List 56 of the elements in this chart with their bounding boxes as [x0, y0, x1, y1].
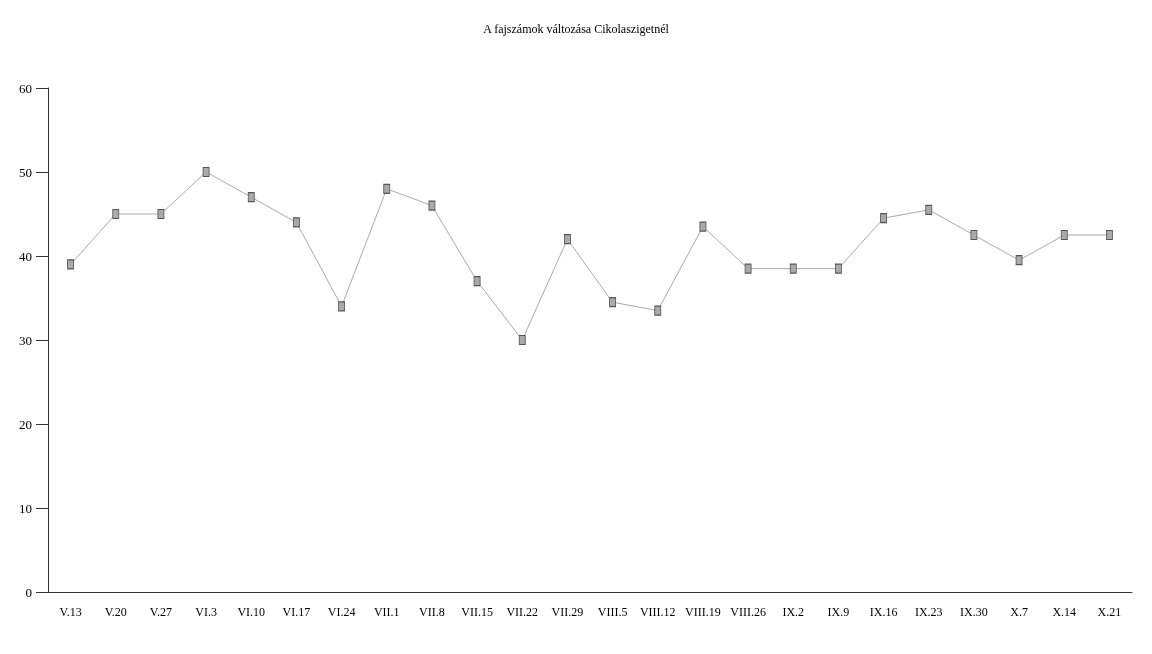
- x-tick-label: VII.29: [551, 605, 584, 619]
- point: [157, 209, 165, 219]
- x-tick-label: VIII.12: [639, 605, 676, 619]
- point: [789, 263, 797, 274]
- y-tick-label: 10: [19, 500, 32, 516]
- x-tick-label: IX.23: [914, 605, 943, 619]
- point: [1060, 230, 1068, 240]
- x-tick-label: IX.9: [827, 605, 850, 619]
- point: [383, 183, 391, 194]
- point: [1015, 255, 1023, 266]
- point: [428, 200, 436, 211]
- point: [744, 263, 752, 274]
- y-tick-label: 20: [19, 416, 32, 432]
- x-tick-label: V.27: [149, 605, 172, 619]
- point: [112, 209, 120, 219]
- y-tick-label: 40: [19, 248, 32, 264]
- point: [247, 192, 255, 203]
- chart-title: A fajszámok változása Cikolaszigetnél: [483, 22, 670, 36]
- x-tick-label: VI.3: [195, 605, 217, 619]
- x-tick-label: IX.30: [960, 605, 988, 619]
- point: [563, 234, 571, 245]
- point: [473, 276, 481, 287]
- y-tick-label: 60: [19, 80, 32, 96]
- x-tick-label: VI.10: [237, 605, 266, 619]
- x-tick-label: X.7: [1010, 605, 1028, 619]
- point: [67, 259, 75, 270]
- x-tick-label: V.20: [104, 605, 127, 619]
- point: [202, 167, 210, 177]
- x-tick-label: IX.16: [869, 605, 898, 619]
- x-tick-label: X.21: [1097, 605, 1122, 619]
- x-tick-label: VIII.19: [685, 605, 721, 619]
- x-tick-label: VII.15: [461, 605, 493, 619]
- point: [654, 305, 662, 316]
- x-tick-label: X.14: [1052, 605, 1077, 619]
- point: [1105, 230, 1113, 240]
- y-tick-label: 0: [25, 584, 32, 600]
- x-tick-label: VI.24: [327, 605, 356, 619]
- x-tick-label: V.13: [59, 605, 82, 619]
- x-tick-label: VIII.26: [730, 605, 766, 619]
- x-tick-label: VII.22: [506, 605, 539, 619]
- point: [699, 221, 707, 232]
- y-tick-label: 30: [19, 332, 32, 348]
- point: [518, 335, 526, 345]
- x-tick-label: VII.8: [419, 605, 445, 619]
- x-tick-label: IX.2: [782, 605, 805, 619]
- point: [925, 204, 933, 215]
- point: [338, 301, 346, 312]
- x-tick-label: VII.1: [373, 605, 400, 619]
- point: [609, 297, 617, 308]
- point: [292, 217, 300, 228]
- point: [970, 230, 978, 240]
- y-tick-label: 50: [19, 164, 32, 180]
- point: [880, 213, 888, 224]
- point: [834, 263, 842, 274]
- x-tick-label: VI.17: [282, 605, 311, 619]
- x-tick-label: VIII.5: [597, 605, 628, 619]
